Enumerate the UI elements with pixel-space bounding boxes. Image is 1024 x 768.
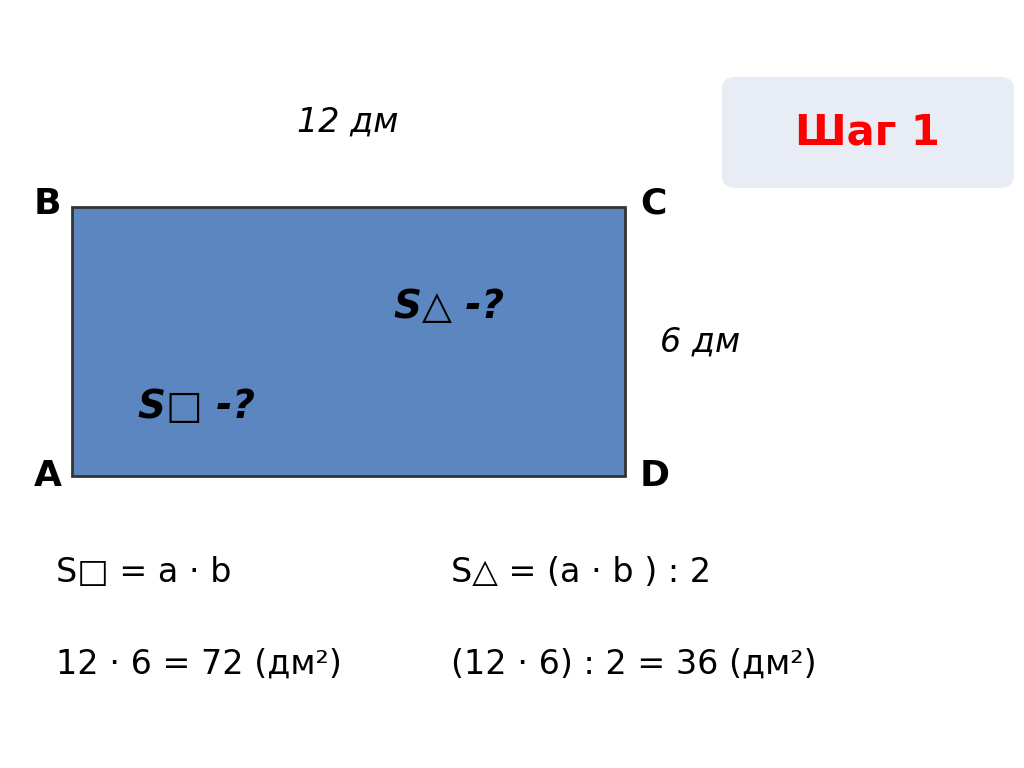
Text: 6 дм: 6 дм	[660, 326, 740, 358]
FancyBboxPatch shape	[722, 77, 1014, 188]
Text: B: B	[34, 187, 61, 220]
Text: S△ -?: S△ -?	[394, 288, 504, 326]
Text: S□ -?: S□ -?	[138, 388, 255, 426]
Text: 12 · 6 = 72 (дм²): 12 · 6 = 72 (дм²)	[56, 648, 342, 680]
Text: 12 дм: 12 дм	[298, 105, 398, 138]
Text: Шаг 1: Шаг 1	[796, 111, 940, 154]
Bar	[72, 207, 625, 476]
Text: S□ = a · b: S□ = a · b	[56, 556, 231, 588]
Text: S△ = (a · b ) : 2: S△ = (a · b ) : 2	[451, 556, 711, 588]
Text: D: D	[640, 459, 670, 493]
Text: C: C	[640, 187, 667, 220]
Text: A: A	[34, 459, 61, 493]
Text: (12 · 6) : 2 = 36 (дм²): (12 · 6) : 2 = 36 (дм²)	[451, 648, 816, 680]
